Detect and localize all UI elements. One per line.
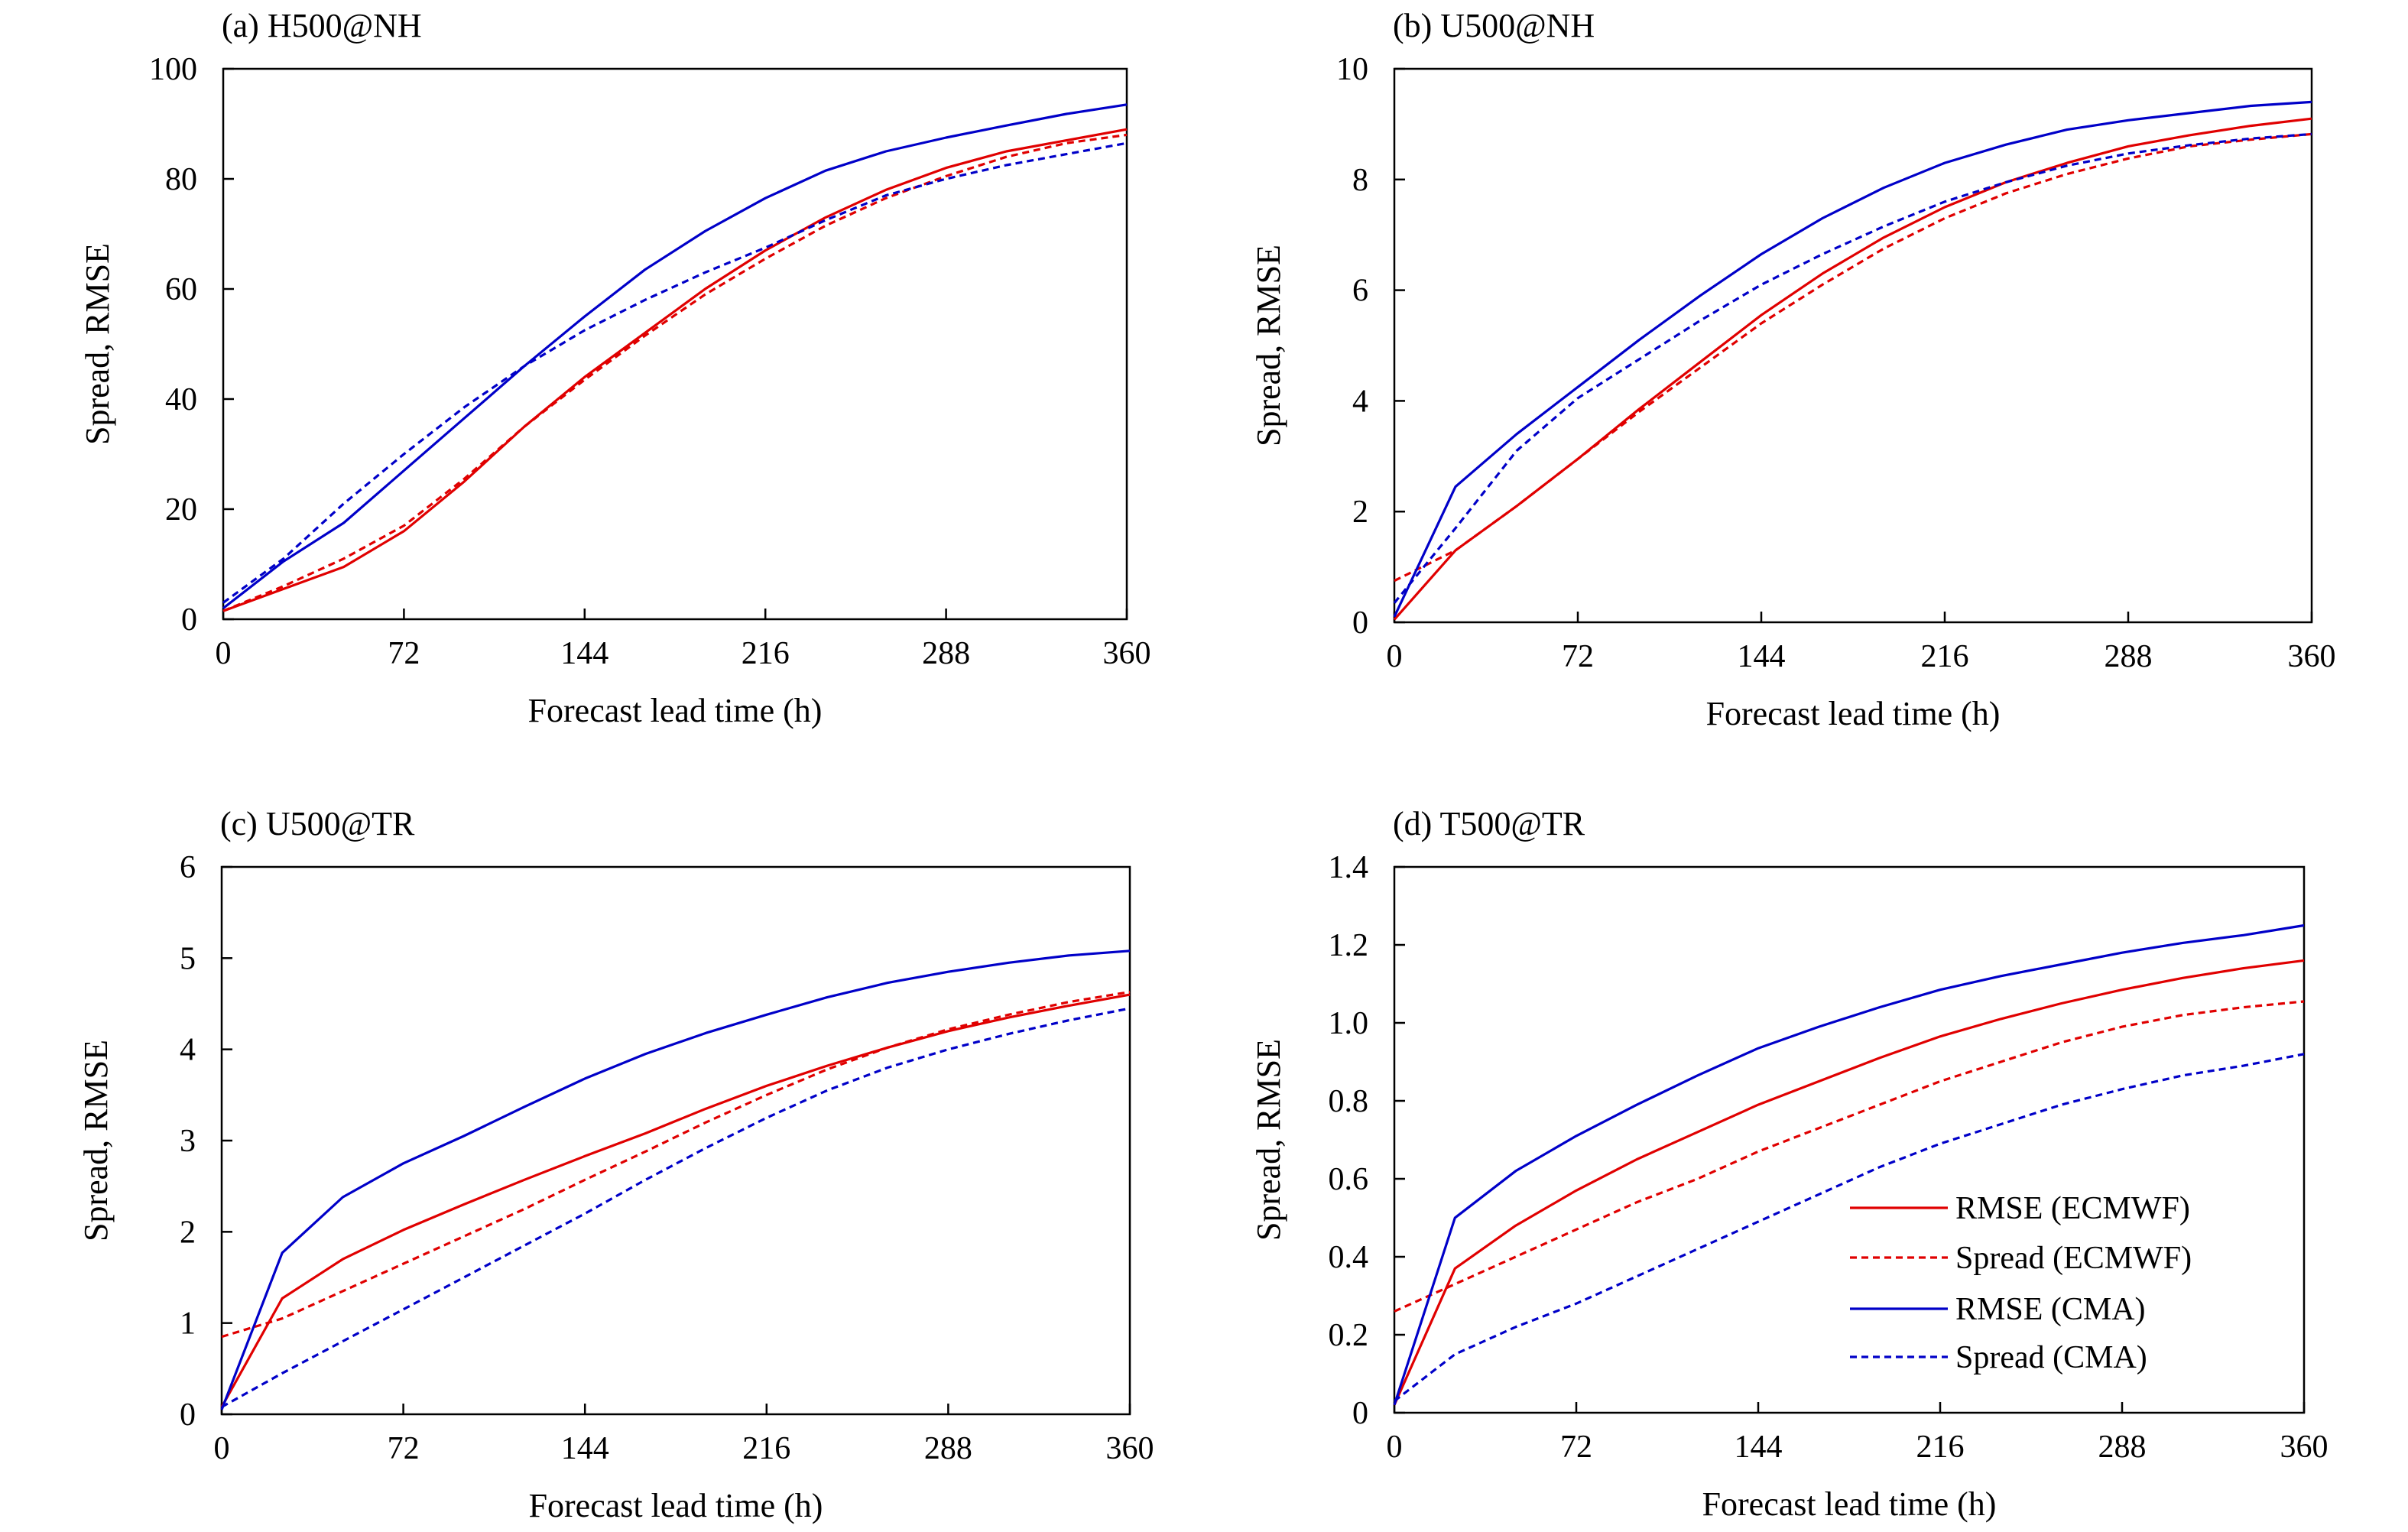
y-tick-label: 2 <box>1352 495 1368 530</box>
series-line-spread_ecmwf <box>1394 1000 2305 1313</box>
x-tick-label: 216 <box>742 636 790 671</box>
x-tick-label: 288 <box>2105 639 2153 674</box>
x-tick-label: 288 <box>924 1431 972 1466</box>
series-line-spread_cma <box>1393 132 2312 604</box>
y-tick-label: 0.2 <box>1329 1318 1369 1353</box>
legend-label-rmse_cma: RMSE (CMA) <box>1955 1292 2146 1327</box>
y-tick-label: 0.6 <box>1329 1162 1369 1197</box>
y-tick-label: 5 <box>180 941 196 976</box>
x-tick-label: 144 <box>1738 639 1786 674</box>
x-axis-title: Forecast lead time (h) <box>1706 695 2001 732</box>
series-line-rmse_cma <box>1393 923 2305 1406</box>
x-axis-title: Forecast lead time (h) <box>528 692 823 729</box>
series-line-rmse_ecmwf <box>222 128 1128 612</box>
y-tick-label: 40 <box>165 382 197 417</box>
y-tick-label: 6 <box>1352 274 1368 309</box>
x-tick-label: 0 <box>214 1431 230 1466</box>
series-line-spread_cma <box>1394 1053 2305 1402</box>
y-tick-label: 1.0 <box>1329 1006 1369 1041</box>
x-tick-label: 72 <box>1560 1430 1592 1465</box>
y-tick-label: 0 <box>181 602 197 638</box>
x-axis-title: Forecast lead time (h) <box>529 1487 823 1524</box>
y-tick-label: 1 <box>180 1306 196 1342</box>
x-tick-label: 360 <box>1106 1431 1154 1466</box>
x-tick-label: 72 <box>388 636 420 671</box>
x-tick-label: 144 <box>1735 1430 1783 1465</box>
y-tick-label: 80 <box>165 162 197 197</box>
x-tick-label: 0 <box>216 636 232 671</box>
x-tick-label: 72 <box>1562 639 1594 674</box>
y-tick-label: 4 <box>180 1033 196 1068</box>
x-tick-label: 360 <box>2288 639 2336 674</box>
x-tick-label: 216 <box>1916 1430 1965 1465</box>
plot-frame <box>1393 67 2313 624</box>
y-tick-label: 60 <box>165 272 197 307</box>
x-axis-title: Forecast lead time (h) <box>1702 1485 1997 1523</box>
x-tick-label: 72 <box>388 1431 420 1466</box>
legend: RMSE (ECMWF) Spread (ECMWF) RMSE (CMA) Spre… <box>1850 1191 2192 1375</box>
y-tick-label: 6 <box>180 850 196 885</box>
series-line-rmse_ecmwf <box>220 993 1131 1408</box>
series-line-rmse_cma <box>220 949 1131 1410</box>
legend-label-spread_ecmwf: Spread (ECMWF) <box>1955 1241 2192 1276</box>
y-tick-label: 1.4 <box>1329 850 1369 885</box>
panel-title: (d) T500@TR <box>1393 805 1585 842</box>
y-axis-title: Spread, RMSE <box>1250 245 1287 446</box>
y-tick-label: 0 <box>1352 1396 1368 1431</box>
y-tick-label: 0.4 <box>1329 1240 1369 1275</box>
y-tick-label: 4 <box>1352 384 1368 419</box>
plot-frame <box>222 67 1128 621</box>
x-tick-label: 144 <box>561 1431 609 1466</box>
x-tick-label: 360 <box>1103 636 1151 671</box>
y-tick-label: 0.8 <box>1329 1084 1369 1119</box>
y-axis-title: Spread, RMSE <box>1250 1039 1287 1241</box>
y-tick-label: 0 <box>180 1397 196 1433</box>
panel-1: (a) H500@NH 0 72 144 216 288 360 0 20 40 60 80 100 Fo… <box>79 7 1151 729</box>
y-tick-label: 0 <box>1352 605 1368 641</box>
series-line-spread_cma <box>222 141 1128 604</box>
series-line-spread_ecmwf <box>221 990 1131 1339</box>
series-line-spread_cma <box>221 1007 1131 1408</box>
plot-frame <box>1393 865 2306 1414</box>
series-line-spread_ecmwf <box>1394 132 2312 583</box>
y-tick-label: 2 <box>180 1215 196 1250</box>
x-tick-label: 0 <box>1387 639 1403 674</box>
x-tick-label: 288 <box>2098 1430 2147 1465</box>
legend-label-rmse_ecmwf: RMSE (ECMWF) <box>1955 1191 2190 1226</box>
panel-title: (b) U500@NH <box>1393 7 1595 44</box>
y-tick-label: 100 <box>149 52 197 87</box>
y-tick-label: 10 <box>1336 52 1368 87</box>
y-tick-label: 20 <box>165 492 197 527</box>
y-tick-label: 1.2 <box>1329 928 1369 963</box>
panel-4: (d) T500@TR 0 72 144 216 288 360 0 0.2 0.4 0.6 0.8 1… <box>1250 805 2328 1523</box>
panel-3: (c) U500@TR 0 72 144 216 288 360 0 1 2 3 4 5 6 Forecas… <box>77 805 1154 1524</box>
series-line-rmse_ecmwf <box>1393 117 2312 621</box>
y-axis-title: Spread, RMSE <box>77 1040 115 1242</box>
x-tick-label: 144 <box>560 636 608 671</box>
series-line-rmse_cma <box>222 103 1128 609</box>
panel-title: (a) H500@NH <box>222 7 422 44</box>
x-tick-label: 0 <box>1387 1430 1403 1465</box>
panel-2: (b) U500@NH 0 72 144 216 288 360 0 2 4 6 8 10 Forecas… <box>1250 7 2336 732</box>
panel-title: (c) U500@TR <box>220 805 415 842</box>
x-tick-label: 216 <box>742 1431 790 1466</box>
x-tick-label: 288 <box>922 636 970 671</box>
series-line-rmse_cma <box>1393 100 2312 618</box>
x-tick-label: 360 <box>2280 1430 2328 1465</box>
y-tick-label: 3 <box>180 1124 196 1159</box>
y-axis-title: Spread, RMSE <box>79 243 116 445</box>
y-tick-label: 8 <box>1352 163 1368 198</box>
x-tick-label: 216 <box>1921 639 1969 674</box>
series-line-rmse_ecmwf <box>1393 959 2305 1406</box>
legend-label-spread_cma: Spread (CMA) <box>1955 1340 2147 1375</box>
series-line-spread_ecmwf <box>222 133 1128 612</box>
